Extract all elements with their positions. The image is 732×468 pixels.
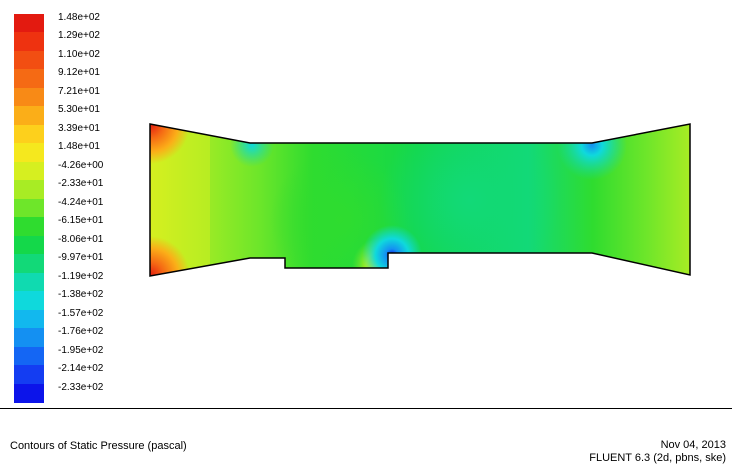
colorbar-segment	[14, 309, 44, 329]
colorbar-segment	[14, 161, 44, 181]
colorbar-label: -1.38e+02	[58, 289, 104, 301]
colorbar-segment	[14, 383, 44, 403]
colorbar-segment	[14, 198, 44, 218]
colorbar-label: -2.33e+02	[58, 381, 104, 393]
colorbar-label: 1.48e+02	[58, 12, 100, 23]
colorbar-segment	[14, 346, 44, 366]
colorbar-segment	[14, 124, 44, 144]
duct-outline	[149, 123, 691, 277]
colorbar-label: 7.21e+01	[58, 85, 100, 97]
colorbar-segment	[14, 143, 44, 163]
plot-date: Nov 04, 2013	[660, 439, 726, 451]
colorbar-label: 9.12e+01	[58, 67, 100, 79]
colorbar-label: -4.26e+00	[58, 159, 104, 171]
colorbar-segment	[14, 365, 44, 385]
plot-footer: Contours of Static Pressure (pascal) Nov…	[0, 408, 732, 468]
colorbar-label: -4.24e+01	[58, 196, 104, 208]
colorbar-label: 5.30e+01	[58, 104, 100, 116]
colorbar-label: -6.15e+01	[58, 215, 104, 227]
colorbar-label: 1.10e+02	[58, 48, 100, 60]
colorbar-label: -2.33e+01	[58, 178, 104, 190]
plot-caption: Contours of Static Pressure (pascal)	[10, 440, 187, 452]
colorbar-label: -1.95e+02	[58, 344, 104, 356]
colorbar-segment	[14, 254, 44, 274]
plot-meta: Nov 04, 2013 FLUENT 6.3 (2d, pbns, ske)	[589, 439, 726, 465]
colorbar-label: -2.14e+02	[58, 363, 104, 375]
pressure-field	[150, 124, 690, 276]
colorbar-label: -1.76e+02	[58, 326, 104, 338]
colorbar-segment	[14, 217, 44, 237]
contour-plot-area: 1.48e+02 1.29e+02 1.10e+02 9.12e+01 7.21e+01…	[14, 12, 691, 403]
colorbar-label: -9.97e+01	[58, 252, 104, 264]
colorbar-label: 1.48e+01	[58, 141, 100, 153]
pressure-colorbar	[14, 14, 44, 403]
colorbar-segment	[14, 69, 44, 89]
colorbar-label: -8.06e+01	[58, 233, 104, 245]
colorbar-label: 1.29e+02	[58, 30, 100, 42]
colorbar-segment	[14, 14, 44, 33]
colorbar-segment	[14, 328, 44, 348]
colorbar-segment	[14, 106, 44, 126]
colorbar-label: -1.19e+02	[58, 270, 104, 282]
colorbar-segment	[14, 87, 44, 107]
colorbar-segment	[14, 272, 44, 292]
colorbar-segment	[14, 180, 44, 200]
solver-info: FLUENT 6.3 (2d, pbns, ske)	[589, 452, 726, 464]
colorbar-segment	[14, 235, 44, 255]
duct-geometry	[149, 123, 691, 277]
colorbar-label: 3.39e+01	[58, 122, 100, 134]
colorbar-segment	[14, 32, 44, 52]
colorbar-label: -1.57e+02	[58, 307, 104, 319]
colorbar-segment	[14, 50, 44, 70]
colorbar-segment	[14, 291, 44, 311]
